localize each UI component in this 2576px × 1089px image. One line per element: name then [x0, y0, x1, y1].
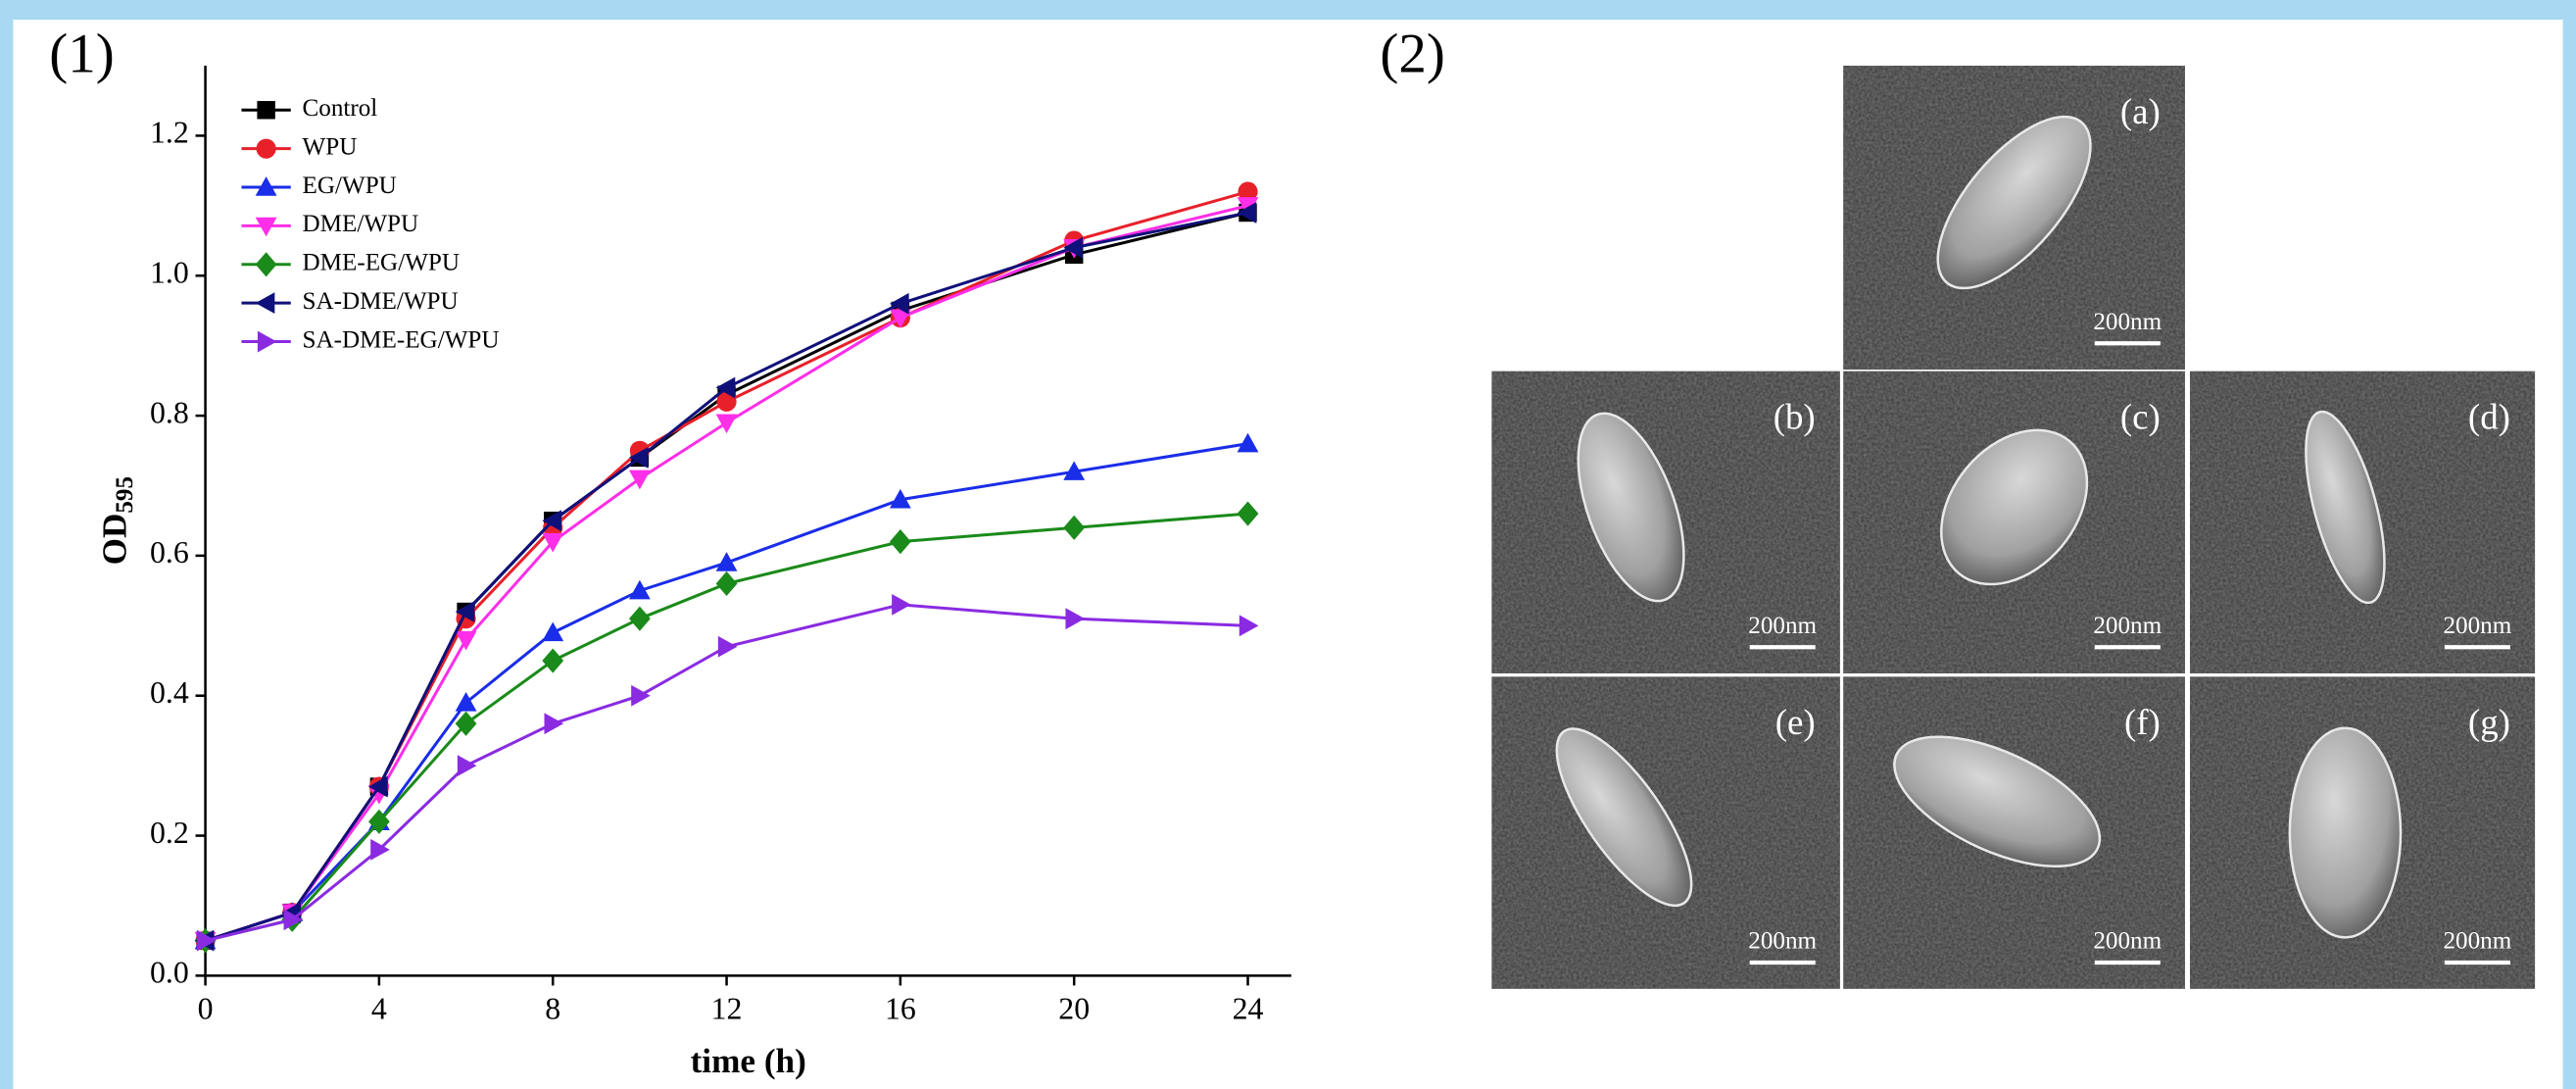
marker: [257, 139, 276, 159]
marker: [257, 101, 274, 119]
legend-label: EG/WPU: [303, 173, 397, 199]
scale-label: 200nm: [2093, 613, 2162, 639]
micrograph-label: (b): [1774, 396, 1816, 437]
y-tick-label: 0.6: [150, 535, 189, 569]
micrograph-label: (e): [1775, 702, 1816, 743]
legend-label: SA-DME-EG/WPU: [303, 326, 500, 353]
legend-label: WPU: [303, 133, 358, 160]
y-label-sub: 595: [112, 476, 138, 514]
legend-label: DME/WPU: [303, 211, 419, 237]
x-tick-label: 20: [1058, 992, 1090, 1026]
scale-label: 200nm: [1748, 613, 1817, 639]
micrograph-label: (f): [2124, 702, 2161, 743]
legend-label: DME-EG/WPU: [303, 250, 461, 276]
x-tick-label: 4: [371, 992, 387, 1026]
micrograph-label: (c): [2120, 396, 2161, 437]
x-tick-label: 12: [711, 992, 743, 1026]
x-tick-label: 24: [1233, 992, 1264, 1026]
figure: (1) (2) 0.0 0.2 0.4 0.6 0.8 1.0 1.2 0 4 8 12 16 20 24…: [0, 0, 2576, 1089]
legend-label: Control: [303, 95, 378, 122]
x-axis-label: time (h): [691, 1042, 806, 1080]
scale-label: 200nm: [2443, 613, 2511, 639]
micrograph-label: (g): [2468, 702, 2510, 743]
scale-label: 200nm: [2443, 928, 2511, 955]
scale-label: 200nm: [2093, 928, 2162, 955]
scale-label: 200nm: [2093, 309, 2162, 335]
x-tick-label: 16: [885, 992, 916, 1026]
y-tick-label: 0.0: [150, 956, 189, 990]
y-label-main: OD: [96, 514, 134, 566]
panel-label: (1): [49, 23, 114, 84]
y-tick-label: 1.2: [150, 116, 189, 150]
x-tick-label: 0: [198, 992, 214, 1026]
micrograph-label: (a): [2120, 91, 2161, 132]
scale-label: 200nm: [1748, 928, 1817, 955]
y-tick-label: 0.8: [150, 395, 189, 429]
y-tick-label: 0.4: [150, 675, 189, 710]
micrograph-label: (d): [2468, 396, 2510, 437]
legend-label: SA-DME/WPU: [303, 288, 459, 315]
y-tick-label: 1.0: [150, 256, 189, 290]
x-tick-label: 8: [545, 992, 560, 1026]
bacterium: [2290, 728, 2401, 938]
y-tick-label: 0.2: [150, 816, 189, 850]
panel-label: (2): [1380, 23, 1444, 84]
